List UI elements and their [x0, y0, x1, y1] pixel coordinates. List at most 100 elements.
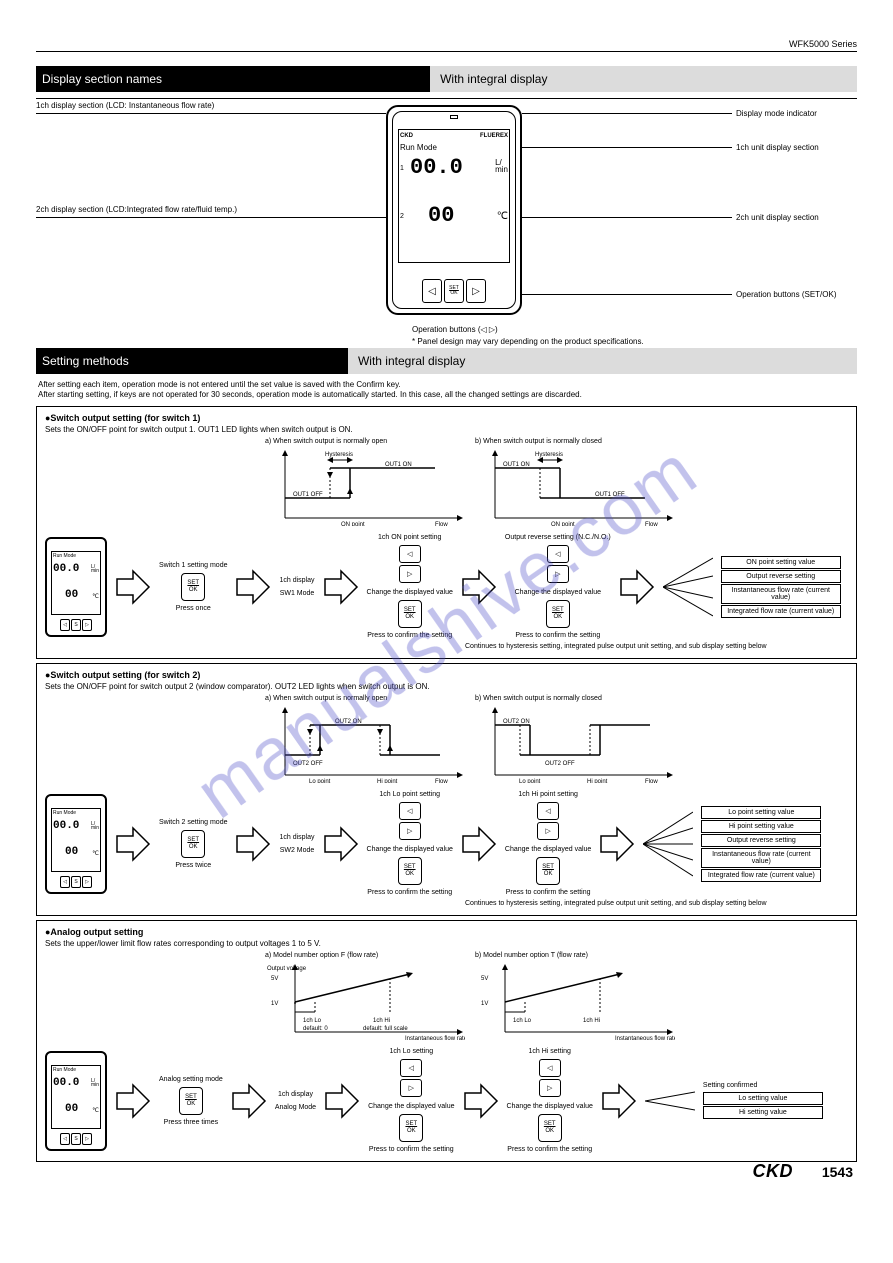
panelC-flow: Run Mode00.0L/min00℃◁S▷ Analog setting m… — [45, 1048, 848, 1153]
panelB-continue: Continues to hysteresis setting, integra… — [465, 900, 848, 907]
top-rule: WFK5000 Series — [36, 24, 857, 52]
set-ok-button[interactable]: SETOK — [546, 600, 570, 628]
disp-box: Hi point setting value — [701, 820, 821, 833]
set-ok-button[interactable]: SETOK — [398, 857, 422, 885]
chartA2: b) When switch output is normally closed… — [475, 438, 675, 526]
svg-text:OUT1 OFF: OUT1 OFF — [293, 492, 323, 498]
svg-text:1ch Hi: 1ch Hi — [373, 1018, 390, 1024]
svg-text:OUT2 OFF: OUT2 OFF — [293, 761, 323, 767]
callout-left2: 2ch display section (LCD:Integrated flow… — [36, 205, 237, 214]
svg-text:Flow: Flow — [645, 779, 658, 783]
panelB-flow: Run Mode00.0L/min00℃◁S▷ Switch 2 setting… — [45, 791, 848, 896]
left-arrow-button[interactable]: ◁ — [400, 1059, 422, 1077]
chartA1: a) When switch output is normally open H… — [265, 438, 465, 526]
callout-right3: 2ch unit display section — [736, 213, 819, 222]
disp-box: Lo setting value — [703, 1092, 823, 1105]
svg-text:1V: 1V — [271, 1001, 278, 1007]
right-arrow-button[interactable]: ▷ — [399, 822, 421, 840]
disp-box: Hi setting value — [703, 1106, 823, 1119]
callout-bottom: Operation buttons (◁ ▷) — [412, 325, 498, 334]
right-arrow-button[interactable]: ▷ — [539, 1079, 561, 1097]
svg-text:Hi point: Hi point — [587, 779, 608, 783]
set-ok-button[interactable]: SETOK — [399, 1114, 423, 1142]
disp-box: Output reverse setting — [701, 834, 821, 847]
left-arrow-button[interactable]: ◁ — [399, 802, 421, 820]
page-number: 1543 — [822, 1164, 853, 1180]
svg-text:ON point: ON point — [341, 522, 365, 526]
disp-box: Integrated flow rate (current value) — [701, 869, 821, 882]
panelB-title: ●Switch output setting (for switch 2) — [45, 670, 848, 680]
callout-left1: 1ch display section (LCD: Instantaneous … — [36, 101, 214, 110]
disp-box: Integrated flow rate (current value) — [721, 605, 841, 618]
left-arrow-button[interactable]: ◁ — [422, 279, 442, 303]
left-arrow-button[interactable]: ◁ — [537, 802, 559, 820]
panelC-sub: Sets the upper/lower limit flow rates co… — [45, 939, 848, 948]
section1-header: Display section names With integral disp… — [36, 66, 857, 92]
svg-text:OUT2 OFF: OUT2 OFF — [545, 761, 575, 767]
svg-text:default: full scale: default: full scale — [363, 1026, 408, 1032]
unit1: L/min — [495, 159, 508, 173]
svg-text:OUT1 ON: OUT1 ON — [385, 462, 412, 468]
set-ok-button[interactable]: SETOK — [181, 830, 205, 858]
svg-text:1ch Lo: 1ch Lo — [303, 1018, 322, 1024]
arrow-icon — [115, 567, 151, 607]
svg-text:Instantaneous flow rate: Instantaneous flow rate — [405, 1036, 465, 1040]
svg-text:1ch Hi: 1ch Hi — [583, 1018, 600, 1024]
svg-text:OUT1 OFF: OUT1 OFF — [595, 492, 625, 498]
set-ok-button[interactable]: SETOK — [398, 600, 422, 628]
svg-text:Hi point: Hi point — [377, 779, 398, 783]
disp-box: ON point setting value — [721, 556, 841, 569]
svg-text:Flow: Flow — [645, 522, 658, 526]
set-ok-button[interactable]: SETOK — [181, 573, 205, 601]
callout-bottom-note: * Panel design may vary depending on the… — [412, 337, 644, 346]
callout-right1: Display mode indicator — [736, 109, 817, 118]
section2-black: Setting methods — [36, 348, 348, 374]
series-label: WFK5000 Series — [789, 39, 857, 49]
section2-gray: With integral display — [348, 348, 857, 374]
unit2: ℃ — [497, 211, 508, 222]
disp-box: Instantaneous flow rate (current value) — [721, 584, 841, 604]
ch2-num: 2 — [400, 213, 404, 220]
arrow-icon — [619, 567, 655, 607]
left-arrow-button[interactable]: ◁ — [547, 545, 569, 563]
svg-text:1ch Lo: 1ch Lo — [513, 1018, 532, 1024]
chartC2: b) Model number option T (flow rate) 5V … — [475, 952, 675, 1040]
right-arrow-button[interactable]: ▷ — [399, 565, 421, 583]
svg-text:OUT2 ON: OUT2 ON — [335, 719, 362, 725]
svg-text:Flow: Flow — [435, 779, 448, 783]
svg-text:Hysteresis: Hysteresis — [325, 452, 353, 458]
section2-header: Setting methods With integral display — [36, 348, 857, 374]
svg-text:Flow: Flow — [435, 522, 448, 526]
disp-box: Lo point setting value — [701, 806, 821, 819]
ckd-logo: CKD — [753, 1161, 794, 1182]
set-ok-button[interactable]: SETOK — [179, 1087, 203, 1115]
right-arrow-button[interactable]: ▷ — [400, 1079, 422, 1097]
right-arrow-button[interactable]: ▷ — [466, 279, 486, 303]
svg-text:Instantaneous flow rate: Instantaneous flow rate — [615, 1036, 675, 1040]
right-arrow-button[interactable]: ▷ — [547, 565, 569, 583]
svg-text:Lo point: Lo point — [519, 779, 541, 783]
set-ok-button[interactable]: SETOK — [538, 1114, 562, 1142]
callout-right2: 1ch unit display section — [736, 143, 819, 152]
section2-sub: After setting each item, operation mode … — [38, 380, 857, 400]
arrow-icon — [235, 567, 271, 607]
ch1-num: 1 — [400, 165, 404, 172]
panel-switch2: ●Switch output setting (for switch 2) Se… — [36, 663, 857, 916]
panel-analog: ●Analog output setting Sets the upper/lo… — [36, 920, 857, 1162]
section1-black: Display section names — [36, 66, 430, 92]
device-brand2: FLUEREX — [480, 133, 508, 139]
callout-right4: Operation buttons (SET/OK) — [736, 290, 837, 299]
set-ok-button[interactable]: SETOK — [536, 857, 560, 885]
svg-text:Hysteresis: Hysteresis — [535, 452, 563, 458]
svg-text:Output voltage: Output voltage — [267, 966, 307, 972]
device-outline: CKD FLUEREX Run Mode 1 00.0 L/min 2 00 ℃… — [386, 105, 522, 315]
left-arrow-button[interactable]: ◁ — [539, 1059, 561, 1077]
disp-box: Output reverse setting — [721, 570, 841, 583]
set-ok-button[interactable]: SETOK — [444, 279, 464, 303]
left-arrow-button[interactable]: ◁ — [399, 545, 421, 563]
chartC1: a) Model number option F (flow rate) 5V … — [265, 952, 465, 1040]
section1-gray: With integral display — [430, 66, 857, 92]
panelB-sub: Sets the ON/OFF point for switch output … — [45, 682, 848, 691]
right-arrow-button[interactable]: ▷ — [537, 822, 559, 840]
arrow-icon — [323, 567, 359, 607]
